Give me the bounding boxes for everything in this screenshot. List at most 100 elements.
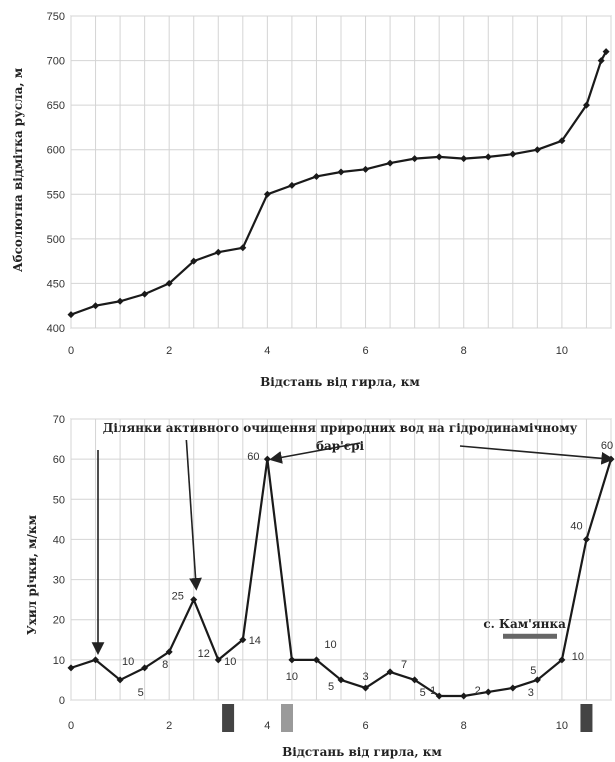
data-point (411, 155, 419, 163)
data-point (602, 48, 610, 56)
data-point (558, 137, 566, 145)
annotation-line-2: бар'єрі (316, 439, 365, 453)
x-tick-label: 6 (362, 720, 368, 732)
y-tick-label: 40 (53, 534, 65, 546)
x-tick-labels: 0 2 4 6 8 10 (68, 720, 568, 732)
data-point (214, 248, 222, 256)
x-axis-title: Відстань від гирла, км (282, 745, 442, 759)
data-point (386, 668, 394, 676)
x-tick-label: 8 (461, 345, 467, 357)
point-label: 10 (286, 671, 298, 683)
data-point (288, 181, 296, 189)
x-tick-labels: 0 2 4 6 8 10 (68, 345, 568, 357)
x-tick-label: 0 (68, 345, 74, 357)
village-bar (503, 633, 557, 639)
data-point (337, 168, 345, 176)
y-tick-label: 600 (47, 145, 65, 157)
data-point (116, 676, 124, 684)
y-axis-title: Абсолютна відмітка русла, м (11, 67, 25, 272)
point-label: 7 (401, 659, 407, 671)
data-point (67, 311, 75, 319)
data-point (597, 57, 605, 65)
y-tick-label: 400 (47, 323, 65, 335)
data-point (288, 656, 296, 664)
data-point (263, 190, 271, 198)
point-label: 60 (247, 451, 259, 463)
data-point (533, 676, 541, 684)
annotation-arrow (185, 439, 202, 591)
y-tick-label: 750 (47, 11, 65, 23)
x-tick-label: 8 (461, 720, 467, 732)
y-tick-label: 500 (47, 234, 65, 246)
x-tick-label: 2 (166, 345, 172, 357)
point-label: 2 (475, 685, 481, 697)
y-tick-label: 30 (53, 575, 65, 587)
data-point (312, 656, 320, 664)
data-point (509, 684, 517, 692)
data-point (190, 596, 198, 604)
data-point (239, 636, 247, 644)
site-marker (222, 704, 235, 732)
y-tick-label: 50 (53, 494, 65, 506)
point-label: 40 (570, 520, 582, 532)
y-tick-label: 550 (47, 189, 65, 201)
site-marker (580, 704, 593, 732)
point-label: 10 (224, 656, 236, 668)
data-point (92, 656, 100, 664)
data-point (533, 146, 541, 154)
data-point (190, 257, 198, 265)
point-label: 10 (122, 656, 134, 668)
data-point (582, 101, 590, 109)
data-point (460, 692, 468, 700)
y-tick-label: 0 (59, 695, 65, 707)
data-point (484, 153, 492, 161)
point-label: 5 (328, 681, 334, 693)
data-point (362, 684, 370, 692)
x-tick-label: 0 (68, 720, 74, 732)
data-point (460, 155, 468, 163)
y-tick-label: 60 (53, 454, 65, 466)
data-point (484, 688, 492, 696)
point-label: 10 (324, 639, 336, 651)
data-point (263, 455, 271, 463)
series-line (70, 51, 608, 316)
data-point (165, 279, 173, 287)
x-tick-label: 10 (556, 720, 568, 732)
data-point (411, 676, 419, 684)
data-point (67, 664, 75, 672)
y-axis-title: Ухил річки, м/км (25, 514, 39, 635)
data-point (509, 150, 517, 158)
annotation-line-1: Ділянки активного очищення природних вод… (103, 421, 578, 435)
x-tick-label: 6 (362, 345, 368, 357)
data-point (386, 159, 394, 167)
data-point (92, 302, 100, 310)
annotation-arrow (269, 442, 361, 464)
x-tick-label: 10 (556, 345, 568, 357)
x-tick-label: 4 (264, 345, 270, 357)
data-point (582, 535, 590, 543)
annotation-arrows (91, 439, 615, 656)
point-label: 1 (430, 685, 436, 697)
slope-series (67, 455, 615, 700)
data-point (165, 648, 173, 656)
y-tick-label: 700 (47, 56, 65, 68)
point-label: 14 (249, 635, 261, 647)
y-tick-label: 650 (47, 100, 65, 112)
annotation-arrow (459, 445, 615, 465)
y-tick-labels: 400 450 500 550 600 650 700 750 (47, 11, 65, 335)
data-point (435, 692, 443, 700)
data-point (337, 676, 345, 684)
point-label: 10 (572, 651, 584, 663)
elevation-series (67, 48, 610, 319)
village-label: с. Кам'янка (483, 617, 566, 631)
point-label: 60 (601, 440, 613, 452)
data-point (214, 656, 222, 664)
y-tick-label: 10 (53, 655, 65, 667)
data-point (362, 165, 370, 173)
data-point (141, 290, 149, 298)
point-label: 5 (138, 687, 144, 699)
data-point (116, 297, 124, 305)
